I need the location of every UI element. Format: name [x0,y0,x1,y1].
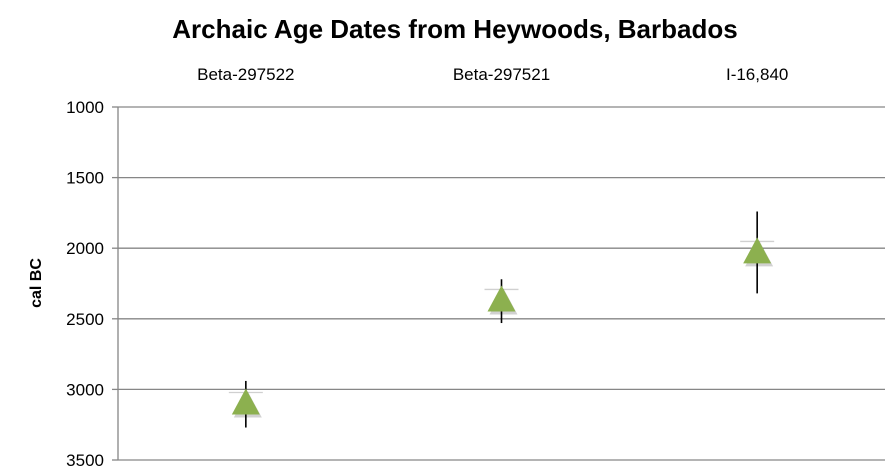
category-labels: Beta-297522 Beta-297521 I-16,840 [197,65,788,84]
data-point-triangle [487,285,516,312]
y-tick-label: 3000 [66,380,104,399]
category-label: Beta-297522 [197,65,294,84]
category-label: I-16,840 [726,65,788,84]
category-label: Beta-297521 [453,65,550,84]
data-point-triangle [743,237,772,264]
y-tick-label: 2000 [66,239,104,258]
data-marks [228,211,775,428]
y-axis-ticks: 1000 1500 2000 2500 3000 3500 [66,98,118,468]
y-tick-label: 3500 [66,451,104,468]
data-point-triangle [231,388,260,415]
y-tick-label: 2500 [66,310,104,329]
y-tick-label: 1500 [66,169,104,188]
chart-title: Archaic Age Dates from Heywoods, Barbado… [172,14,737,44]
y-axis-label: cal BC [28,258,45,308]
y-tick-label: 1000 [66,98,104,117]
